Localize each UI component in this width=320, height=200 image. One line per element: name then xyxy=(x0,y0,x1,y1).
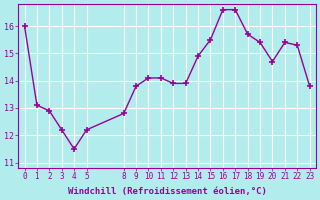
X-axis label: Windchill (Refroidissement éolien,°C): Windchill (Refroidissement éolien,°C) xyxy=(68,187,267,196)
